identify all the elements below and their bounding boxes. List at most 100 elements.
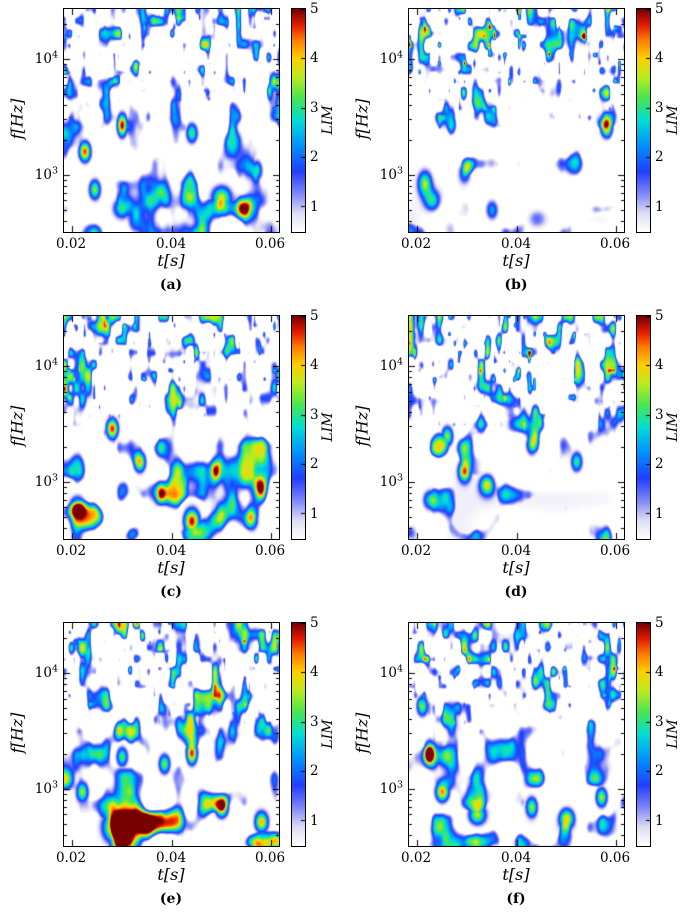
y-axis-label-letter: f <box>352 133 372 140</box>
y-tick-exponent: 3 <box>51 472 58 484</box>
colorbar-tick-4: 4 <box>655 50 664 66</box>
y-tick-1e4: 104 <box>379 663 403 681</box>
x-axis-label-letter: t <box>502 865 509 884</box>
x-tick-006: 0.06 <box>599 543 631 559</box>
y-axis-label-unit: [Hz] <box>352 712 372 748</box>
colorbar-tick-4: 4 <box>655 357 664 373</box>
x-axis-label-unit: [s] <box>163 865 185 884</box>
x-axis-label: t[s] <box>157 558 184 577</box>
colorbar-tick-4: 4 <box>310 357 319 373</box>
heatmap-canvas <box>63 622 280 847</box>
y-axis-label-unit: [Hz] <box>7 712 27 748</box>
y-tick-1e3: 103 <box>34 779 58 797</box>
x-axis-label-unit: [s] <box>508 865 530 884</box>
colorbar-tick-4: 4 <box>310 664 319 680</box>
x-tick-004: 0.04 <box>500 850 532 866</box>
y-tick-exponent: 3 <box>396 472 403 484</box>
x-tick-002: 0.02 <box>55 236 87 252</box>
panel-caption: (a) <box>159 277 183 293</box>
colorbar-tick-3: 3 <box>655 407 664 423</box>
colorbar <box>291 8 306 233</box>
x-tick-002: 0.02 <box>55 850 87 866</box>
x-axis-label-unit: [s] <box>163 251 185 270</box>
y-tick-1e4: 104 <box>379 356 403 374</box>
x-axis-label: t[s] <box>502 865 529 884</box>
heatmap-canvas <box>63 315 280 540</box>
x-tick-006: 0.06 <box>254 850 286 866</box>
x-tick-006: 0.06 <box>599 850 631 866</box>
spectrogram-panel-b: f[Hz] 104 103 0.02 0.04 0.06 t[s] 5 4 3 … <box>345 0 690 307</box>
colorbar-label: LIM <box>665 412 681 442</box>
x-tick-006: 0.06 <box>254 236 286 252</box>
heatmap-canvas <box>408 622 625 847</box>
y-axis-label: f[Hz] <box>353 99 372 140</box>
x-axis-label: t[s] <box>157 251 184 270</box>
y-tick-exponent: 3 <box>51 779 58 791</box>
y-tick-1e3: 103 <box>379 779 403 797</box>
y-tick-1e3: 103 <box>34 165 58 183</box>
x-tick-004: 0.04 <box>155 236 187 252</box>
x-tick-004: 0.04 <box>155 850 187 866</box>
colorbar-tick-5: 5 <box>310 1 319 17</box>
panel-caption: (d) <box>504 584 528 600</box>
colorbar <box>291 315 306 540</box>
y-axis-label: f[Hz] <box>8 99 27 140</box>
x-axis-label-letter: t <box>157 558 164 577</box>
colorbar-tick-1: 1 <box>655 813 664 829</box>
y-axis-label-unit: [Hz] <box>352 98 372 134</box>
y-axis-label: f[Hz] <box>353 406 372 447</box>
colorbar-tick-5: 5 <box>655 308 664 324</box>
colorbar-tick-3: 3 <box>310 714 319 730</box>
colorbar-tick-4: 4 <box>655 664 664 680</box>
panel-caption: (b) <box>504 277 528 293</box>
colorbar <box>636 622 651 847</box>
y-axis-label-letter: f <box>352 440 372 447</box>
spectrogram-panel-d: f[Hz] 104 103 0.02 0.04 0.06 t[s] 5 4 3 … <box>345 307 690 614</box>
colorbar-tick-2: 2 <box>310 149 319 165</box>
colorbar-tick-3: 3 <box>655 714 664 730</box>
colorbar-tick-2: 2 <box>655 456 664 472</box>
y-tick-1e3: 103 <box>379 165 403 183</box>
y-axis-label-unit: [Hz] <box>7 405 27 441</box>
y-tick-exponent: 4 <box>396 356 403 368</box>
colorbar-tick-5: 5 <box>655 615 664 631</box>
colorbar-tick-1: 1 <box>310 199 319 215</box>
spectrogram-panel-e: f[Hz] 104 103 0.02 0.04 0.06 t[s] 5 4 3 … <box>0 614 345 921</box>
x-axis-label: t[s] <box>502 558 529 577</box>
x-tick-002: 0.02 <box>400 850 432 866</box>
heatmap-canvas <box>63 8 280 233</box>
colorbar-tick-5: 5 <box>310 308 319 324</box>
colorbar-tick-1: 1 <box>655 506 664 522</box>
y-tick-exponent: 4 <box>51 663 58 675</box>
panel-caption: (c) <box>160 584 182 600</box>
y-axis-label-unit: [Hz] <box>7 98 27 134</box>
y-tick-1e4: 104 <box>379 49 403 67</box>
spectrogram-panel-f: f[Hz] 104 103 0.02 0.04 0.06 t[s] 5 4 3 … <box>345 614 690 921</box>
colorbar-label: LIM <box>320 719 336 749</box>
y-axis-label: f[Hz] <box>8 406 27 447</box>
y-axis-label: f[Hz] <box>8 713 27 754</box>
heatmap-canvas <box>408 8 625 233</box>
colorbar-tick-1: 1 <box>655 199 664 215</box>
spectrogram-panel-a: f[Hz] 104 103 0.02 0.04 0.06 t[s] 5 4 3 … <box>0 0 345 307</box>
x-tick-004: 0.04 <box>500 543 532 559</box>
colorbar-tick-1: 1 <box>310 813 319 829</box>
x-axis-label-unit: [s] <box>163 558 185 577</box>
y-tick-1e4: 104 <box>34 356 58 374</box>
y-tick-exponent: 3 <box>396 779 403 791</box>
x-axis-label-letter: t <box>502 251 509 270</box>
colorbar-tick-1: 1 <box>310 506 319 522</box>
x-axis-label: t[s] <box>157 865 184 884</box>
colorbar <box>636 315 651 540</box>
y-tick-exponent: 4 <box>396 663 403 675</box>
x-tick-002: 0.02 <box>400 236 432 252</box>
colorbar-label: LIM <box>665 719 681 749</box>
y-axis-label-letter: f <box>7 440 27 447</box>
colorbar-tick-2: 2 <box>655 763 664 779</box>
colorbar-label: LIM <box>665 105 681 135</box>
y-axis-label: f[Hz] <box>353 713 372 754</box>
x-tick-002: 0.02 <box>400 543 432 559</box>
y-tick-1e4: 104 <box>34 663 58 681</box>
y-tick-exponent: 4 <box>396 49 403 61</box>
